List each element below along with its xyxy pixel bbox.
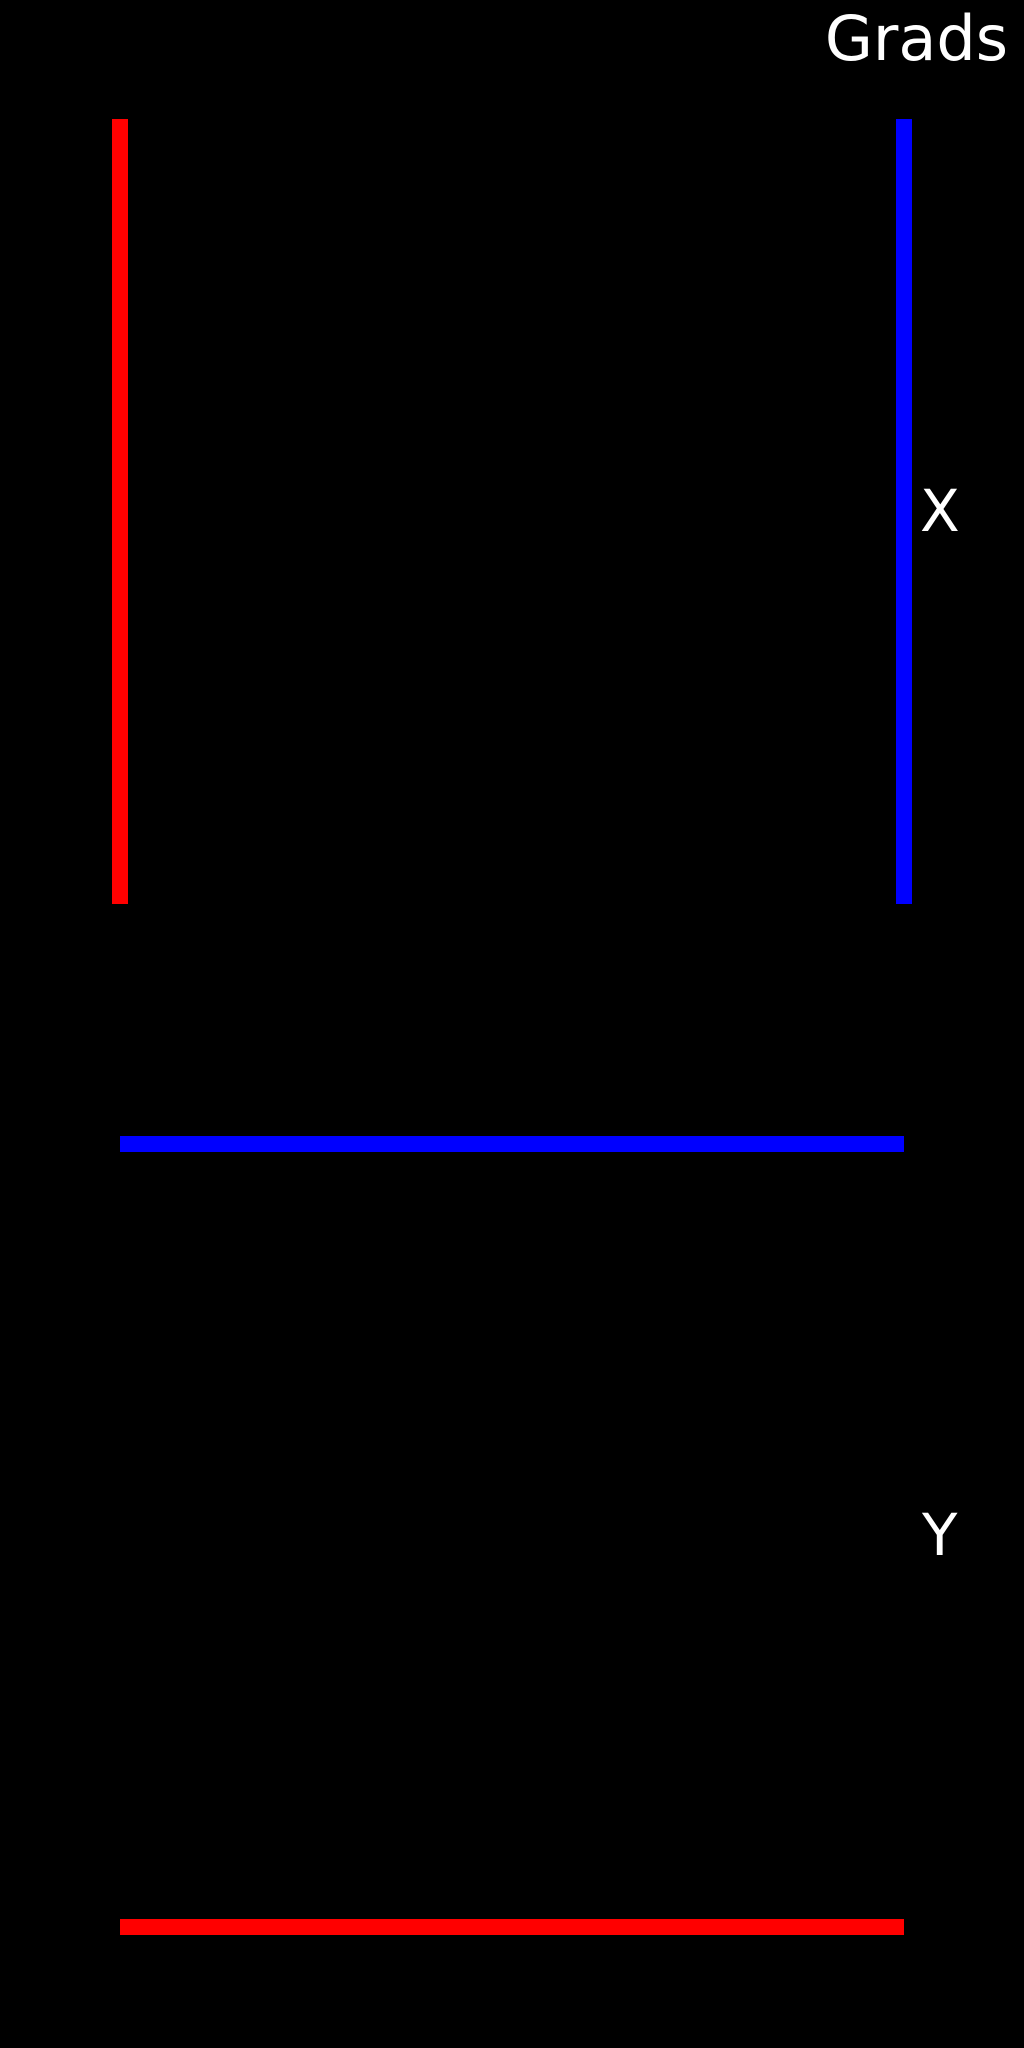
x-gradient-bar-left bbox=[112, 119, 128, 904]
y-label: Y bbox=[922, 1501, 958, 1569]
page-title: Grads bbox=[824, 2, 1008, 75]
y-gradient-bar-top bbox=[120, 1136, 904, 1152]
x-label: X bbox=[920, 477, 960, 545]
y-gradient-bar-bottom bbox=[120, 1919, 904, 1935]
x-gradient-bar-right bbox=[896, 119, 912, 904]
